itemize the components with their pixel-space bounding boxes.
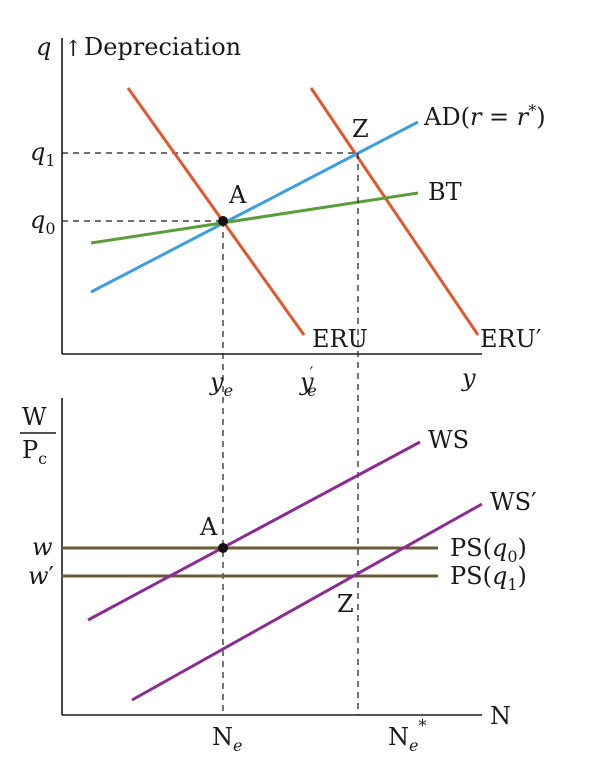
ws-prime-curve xyxy=(131,502,483,702)
top-y-axis-symbol: q xyxy=(36,33,51,61)
ne-tick-label: Ne xyxy=(212,723,242,755)
ps-q0-label: PS(q0) xyxy=(450,534,527,566)
point-z-bottom-label: Z xyxy=(337,590,354,618)
eru-curve xyxy=(126,87,306,336)
point-z-top-label: Z xyxy=(352,115,369,143)
q1-tick-label: q1 xyxy=(30,138,56,170)
eru-prime-label: ERU′ xyxy=(480,325,541,353)
ws-prime-label: WS′ xyxy=(490,488,537,516)
top-x-axis-symbol: y xyxy=(461,364,476,392)
ws-label: WS xyxy=(428,426,469,454)
up-arrow-icon: ↑ xyxy=(64,37,82,62)
ws-curve xyxy=(87,440,421,622)
real-wage-denominator: Pc xyxy=(22,436,47,468)
eru-prime-curve xyxy=(309,87,480,336)
bt-label: BT xyxy=(428,178,462,206)
bottom-panel: W Pc N w w′ WS WS′ PS(q0) PS(q1) A Z Ne … xyxy=(20,398,537,755)
w-prime-tick-label: w′ xyxy=(28,562,54,590)
ad-label: AD(r = r*) xyxy=(423,101,546,131)
ps-q1-label: PS(q1) xyxy=(450,562,527,594)
w-tick-label: w xyxy=(32,533,53,561)
ne-star-tick-label: Ne* xyxy=(388,716,426,755)
ye-prime-tick-label: y′ e xyxy=(299,363,317,400)
point-a-bottom-marker xyxy=(218,543,228,553)
bt-curve xyxy=(90,191,419,245)
real-wage-numerator: W xyxy=(22,403,47,431)
bottom-x-axis-symbol: N xyxy=(490,702,511,730)
ye-tick-label: ye xyxy=(209,368,233,400)
eru-label: ERU xyxy=(312,325,368,353)
top-panel: q ↑ Depreciation y q1 q0 ERU ERU′ AD(r =… xyxy=(30,33,546,400)
q0-tick-label: q0 xyxy=(30,206,56,238)
point-a-top-label: A xyxy=(228,181,247,209)
top-y-axis-label: Depreciation xyxy=(84,33,241,61)
ad-curve xyxy=(90,120,419,294)
point-a-bottom-label: A xyxy=(199,513,218,541)
